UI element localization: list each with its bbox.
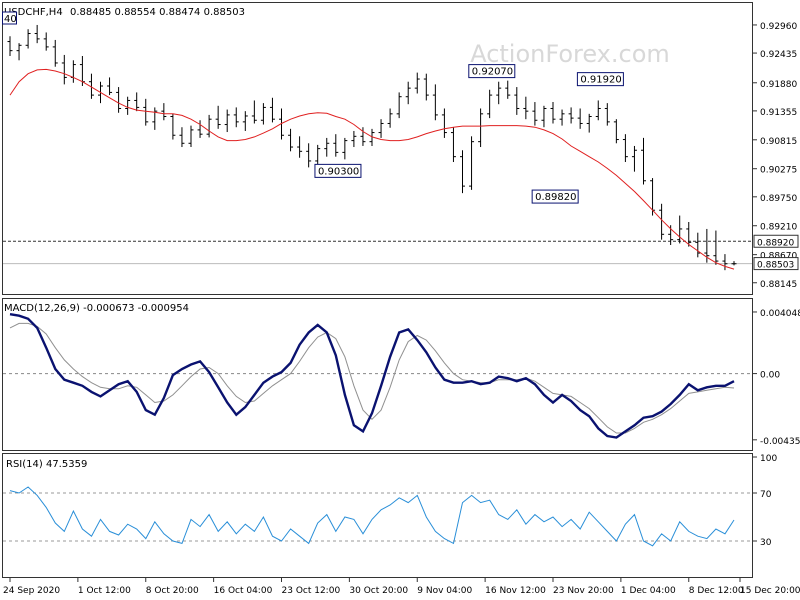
x-tick-label: 16 Oct 04:00 (214, 586, 273, 596)
x-tick-label: 8 Dec 12:00 (689, 586, 744, 596)
rsi-panel-frame (2, 453, 753, 578)
macd-tick-label: -0.004351 (760, 437, 800, 447)
candlestick-series (7, 24, 737, 271)
price-y-axis: 0.92960 0.92435 0.91880 0.91355 0.90815 0.902… (752, 22, 797, 290)
price-annotation-box (576, 72, 624, 87)
support-price-box (753, 234, 799, 248)
ohlc-label: 0.88485 0.88554 0.88474 0.88503 (70, 7, 245, 18)
rsi-levels (3, 492, 752, 542)
corner-label-box (2, 11, 17, 25)
price-panel-frame (2, 2, 753, 295)
x-tick-label: 30 Oct 20:00 (349, 586, 408, 596)
macd-tick-label: 0.004048 (760, 309, 800, 319)
price-tick-label: 0.92960 (760, 22, 797, 32)
price-annotation-label: 0.91920 (580, 75, 621, 86)
price-tick-label: 0.88145 (760, 280, 797, 290)
macd-main-line (9, 313, 735, 439)
x-tick-label: 1 Dec 04:00 (621, 586, 676, 596)
symbol-label: USDCHF,H4 (4, 7, 63, 18)
x-tick-label: 16 Nov 12:00 (485, 586, 546, 596)
price-annotation-label: 0.90300 (318, 166, 359, 177)
rsi-label: RSI(14) 47.5359 (6, 459, 87, 470)
rsi-line (9, 486, 735, 547)
support-price-label: 0.88920 (757, 238, 794, 248)
rsi-tick-label: 70 (760, 490, 772, 500)
price-panel: ActionForex.com 0.929600.924350.918800.9… (2, 2, 799, 295)
price-annotation-box (314, 163, 362, 178)
x-tick-label: 8 Oct 20:00 (146, 586, 199, 596)
price-annotations: 0.92070 0.91920 0.90300 0.89820 (314, 64, 624, 204)
rsi-tick-label: 100 (760, 454, 777, 464)
price-tick-label: 0.89750 (760, 194, 797, 204)
x-axis: 24 Sep 2020 1 Oct 12:00 8 Oct 20:00 16 Oct … (3, 578, 800, 596)
price-annotation-box (468, 64, 516, 79)
rsi-y-axis: 100 70 30 (752, 454, 777, 548)
last-price-label: 0.88503 (757, 261, 794, 271)
price-tick-label: 0.88670 (760, 252, 797, 262)
x-tick-label: 15 Dec 20:00 (740, 586, 800, 596)
macd-tick-label: 0.00 (760, 371, 780, 381)
price-tick-label: 0.89210 (760, 223, 797, 233)
x-tick-label: 9 Nov 04:00 (417, 586, 472, 596)
moving-average-line (9, 68, 735, 270)
price-tick-label: 0.91355 (760, 108, 797, 118)
x-tick-label: 1 Oct 12:00 (78, 586, 131, 596)
macd-panel-frame (2, 298, 753, 451)
corner-label: 40 (4, 14, 17, 25)
macd-y-axis: 0.004048 0.00 -0.004351 (752, 309, 800, 447)
rsi-tick-label: 30 (760, 538, 772, 548)
price-tick-label: 0.92435 (760, 50, 797, 60)
x-tick-label: 23 Oct 12:00 (282, 586, 341, 596)
watermark: ActionForex.com (470, 40, 670, 68)
last-price-box (753, 257, 799, 271)
rsi-panel: 100 70 30 RSI(14) 47.5359 (2, 453, 777, 578)
price-tick-label: 0.90275 (760, 166, 797, 176)
macd-label: MACD(12,26,9) -0.000673 -0.000954 (4, 303, 189, 314)
macd-panel: 0.004048 0.00 -0.004351 MACD(12,26,9) -0.0… (2, 298, 800, 451)
price-annotation-label: 0.89820 (535, 192, 576, 203)
price-tick-label: 0.90815 (760, 137, 797, 147)
price-annotation-label: 0.92070 (472, 67, 513, 78)
price-tick-label: 0.91880 (760, 80, 797, 90)
x-tick-label: 23 Nov 20:00 (553, 586, 614, 596)
price-annotation-box (531, 189, 579, 204)
x-tick-label: 24 Sep 2020 (3, 586, 60, 596)
support-line: 0.88920 0.88503 (3, 234, 799, 271)
